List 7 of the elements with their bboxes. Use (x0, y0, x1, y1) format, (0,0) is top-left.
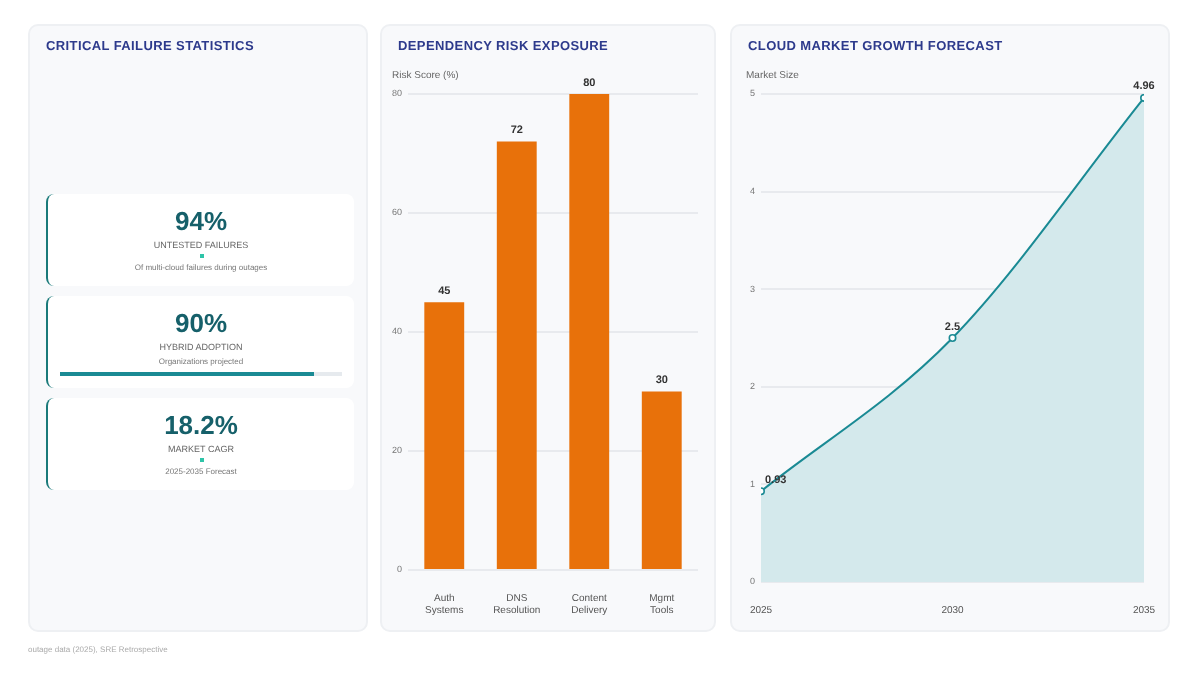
text: 94% (172, 206, 230, 236)
text: 90% (172, 308, 230, 338)
bar (569, 94, 610, 569)
bar (641, 391, 682, 569)
bar (424, 302, 465, 569)
text: 18.2% (162, 410, 240, 440)
bar (496, 141, 537, 569)
